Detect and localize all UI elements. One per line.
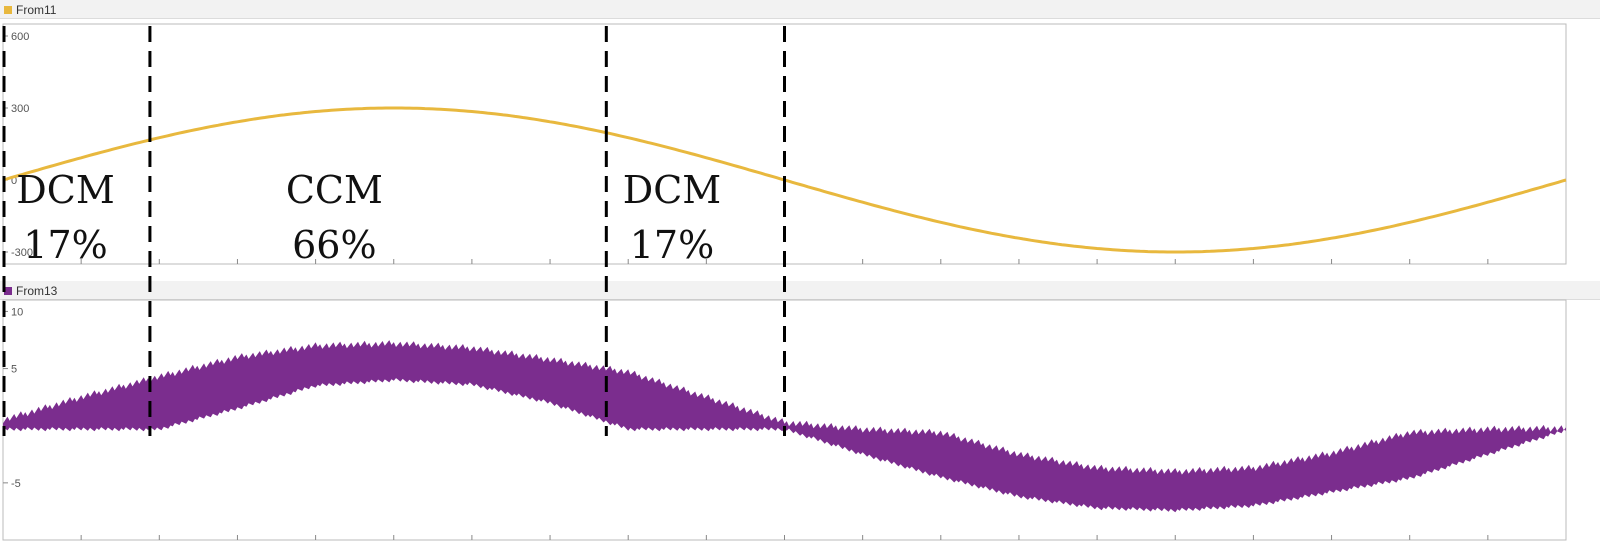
region-percent-label: 66% (292, 223, 376, 267)
bottom-y-axis: 10 5 -5 (3, 306, 23, 490)
region-mode-label: DCM (623, 168, 721, 212)
legend-swatch-from13 (4, 286, 12, 295)
mode-boundaries (2, 26, 786, 436)
top-ytick-label: 0 (11, 175, 17, 187)
bottom-ytick-label: 5 (11, 364, 17, 376)
legend-swatch-from11 (4, 5, 12, 14)
bottom-x-axis (80, 535, 1489, 540)
top-ytick-label: 600 (11, 31, 29, 43)
region-percent-label: 17% (23, 223, 107, 267)
region-percent-label: 17% (630, 223, 714, 267)
panel-title-from11: From11 (16, 2, 57, 17)
mode-regions: DCM 17% CCM 66% DCM 17% (16, 168, 721, 267)
panel-title-from13: From13 (16, 283, 58, 298)
region-mode-label: CCM (286, 168, 383, 212)
bottom-ytick-label: -5 (11, 478, 21, 490)
panel-header-from11: From11 (0, 0, 1600, 19)
top-ytick-label: 300 (11, 103, 29, 115)
bottom-ytick-label: 10 (11, 306, 23, 318)
top-ytick-label: -300 (11, 247, 33, 259)
top-x-axis (80, 259, 1489, 264)
region-mode-label: DCM (16, 168, 114, 212)
